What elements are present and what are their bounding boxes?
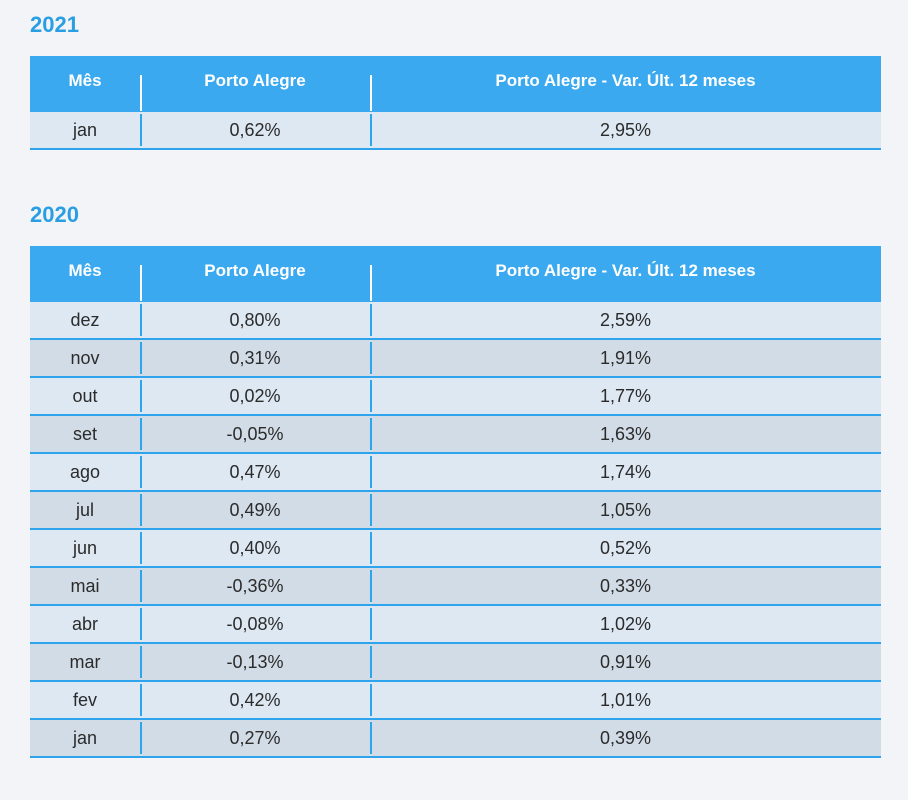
cell-12-month-variation: 1,74% [370,453,881,492]
header-var-12-meses: Porto Alegre - Var. Últ. 12 meses [370,56,881,112]
table-row: jul 0,49% 1,05% [30,491,881,530]
cell-monthly-variation: 0,40% [140,529,370,568]
cell-monthly-variation: 0,27% [140,719,370,758]
table-row: jan 0,27% 0,39% [30,719,881,758]
cell-monthly-variation: -0,08% [140,605,370,644]
cell-12-month-variation: 0,91% [370,643,881,682]
cell-month: abr [30,605,140,644]
cell-month: jan [30,112,140,150]
cell-12-month-variation: 1,91% [370,339,881,378]
cell-monthly-variation: 0,80% [140,302,370,340]
cell-12-month-variation: 1,05% [370,491,881,530]
table-row: nov 0,31% 1,91% [30,339,881,378]
cell-month: jun [30,529,140,568]
cell-monthly-variation: 0,62% [140,112,370,150]
header-row: Mês Porto Alegre Porto Alegre - Var. Últ… [30,246,881,302]
cell-12-month-variation: 1,77% [370,377,881,416]
header-month: Mês [30,56,140,112]
inflation-table: Mês Porto Alegre Porto Alegre - Var. Últ… [30,246,881,758]
table-row: abr -0,08% 1,02% [30,605,881,644]
year-section-2020: 2020 Mês Porto Alegre Porto Alegre - Var… [30,202,881,758]
cell-monthly-variation: -0,36% [140,567,370,606]
cell-month: nov [30,339,140,378]
header-row: Mês Porto Alegre Porto Alegre - Var. Últ… [30,56,881,112]
year-section-2021: 2021 Mês Porto Alegre Porto Alegre - Var… [30,12,881,150]
cell-monthly-variation: -0,13% [140,643,370,682]
table-row: mar -0,13% 0,91% [30,643,881,682]
table-row: fev 0,42% 1,01% [30,681,881,720]
table-row: dez 0,80% 2,59% [30,302,881,340]
header-porto-alegre: Porto Alegre [140,56,370,112]
cell-month: jul [30,491,140,530]
cell-month: dez [30,302,140,340]
inflation-table: Mês Porto Alegre Porto Alegre - Var. Últ… [30,56,881,150]
cell-12-month-variation: 2,59% [370,302,881,340]
cell-monthly-variation: 0,47% [140,453,370,492]
table-row: set -0,05% 1,63% [30,415,881,454]
cell-month: mar [30,643,140,682]
cell-monthly-variation: 0,31% [140,339,370,378]
cell-monthly-variation: 0,42% [140,681,370,720]
cell-month: jan [30,719,140,758]
year-title: 2020 [30,202,79,227]
cell-monthly-variation: 0,49% [140,491,370,530]
cell-month: fev [30,681,140,720]
header-month: Mês [30,246,140,302]
cell-month: ago [30,453,140,492]
cell-month: out [30,377,140,416]
cell-12-month-variation: 1,02% [370,605,881,644]
header-var-12-meses: Porto Alegre - Var. Últ. 12 meses [370,246,881,302]
cell-12-month-variation: 1,63% [370,415,881,454]
table-row: ago 0,47% 1,74% [30,453,881,492]
cell-12-month-variation: 0,52% [370,529,881,568]
cell-month: mai [30,567,140,606]
cell-12-month-variation: 0,39% [370,719,881,758]
header-porto-alegre: Porto Alegre [140,246,370,302]
table-row: jan 0,62% 2,95% [30,112,881,150]
cell-monthly-variation: -0,05% [140,415,370,454]
cell-12-month-variation: 0,33% [370,567,881,606]
year-title: 2021 [30,12,79,37]
cell-monthly-variation: 0,02% [140,377,370,416]
table-row: jun 0,40% 0,52% [30,529,881,568]
cell-12-month-variation: 1,01% [370,681,881,720]
table-row: out 0,02% 1,77% [30,377,881,416]
cell-12-month-variation: 2,95% [370,112,881,150]
cell-month: set [30,415,140,454]
table-row: mai -0,36% 0,33% [30,567,881,606]
